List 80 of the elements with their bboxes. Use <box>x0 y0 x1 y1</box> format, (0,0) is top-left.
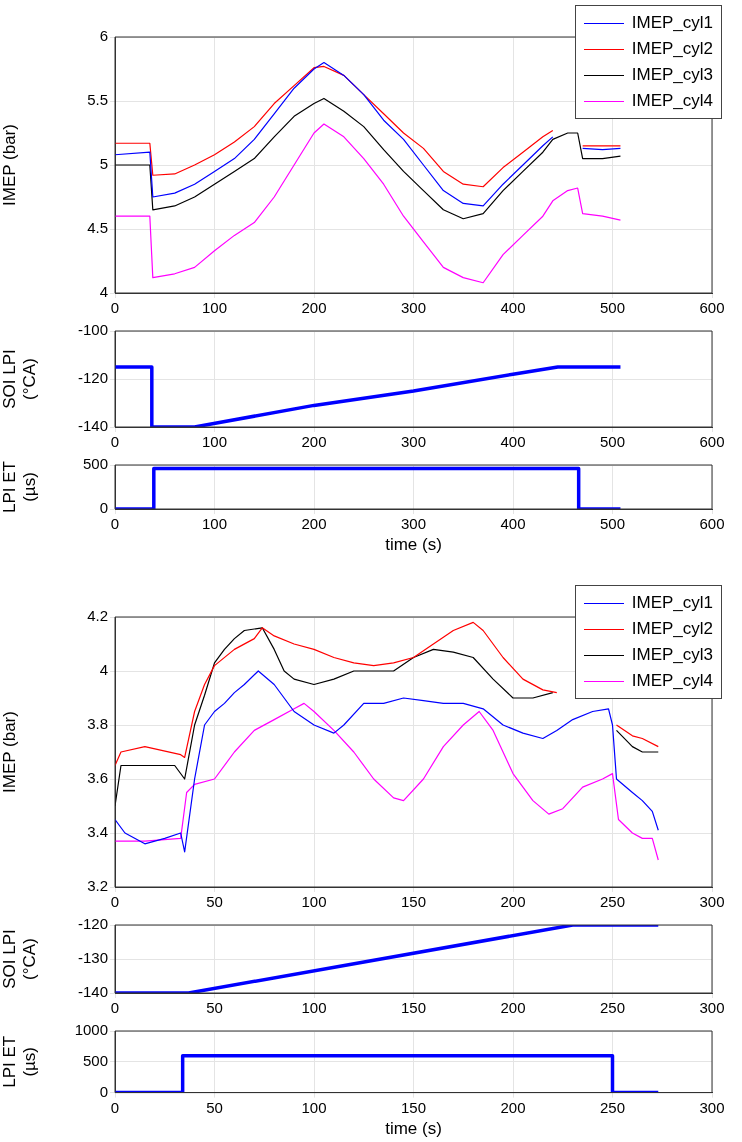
y-tick-label: 6 <box>99 27 108 45</box>
x-tick-label: 0 <box>110 299 120 317</box>
x-tick-label: 200 <box>301 515 327 533</box>
y-axis-title: SOI LPI (°CA) <box>0 349 40 409</box>
y-tick-label: 5 <box>99 155 108 173</box>
legend-label: IMEP_cyl4 <box>631 91 713 111</box>
x-tick-label: 250 <box>599 1098 626 1116</box>
x-tick-label: 200 <box>500 893 526 911</box>
y-tick-label: 500 <box>82 455 108 473</box>
x-tick-label: 100 <box>201 299 228 317</box>
x-tick-label: 0 <box>110 999 120 1017</box>
legend-label: IMEP_cyl3 <box>631 645 713 665</box>
y-tick-label: 0 <box>99 1082 108 1100</box>
y-tick-label: -100 <box>77 321 108 339</box>
x-tick-label: 400 <box>500 299 526 317</box>
x-tick-label: 500 <box>599 433 626 451</box>
x-tick-label: 600 <box>699 515 725 533</box>
x-tick-label: 50 <box>206 999 223 1017</box>
x-tick-label: 150 <box>400 1098 427 1116</box>
y-axis-title: IMEP (bar) <box>0 711 19 793</box>
y-tick-label: 4 <box>99 661 108 679</box>
x-axis-title: time (s) <box>385 535 442 555</box>
x-tick-label: 100 <box>201 433 228 451</box>
x-tick-label: 300 <box>699 1098 725 1116</box>
x-tick-label: 0 <box>110 433 120 451</box>
x-tick-label: 200 <box>301 433 327 451</box>
x-tick-label: 100 <box>301 999 327 1017</box>
y-tick-label: 3.2 <box>87 877 108 895</box>
x-tick-label: 150 <box>400 893 427 911</box>
x-tick-label: 500 <box>599 299 626 317</box>
y-tick-label: 3.6 <box>87 769 108 787</box>
x-tick-label: 600 <box>699 433 725 451</box>
y-tick-label: 3.8 <box>87 715 108 733</box>
x-tick-label: 50 <box>206 893 223 911</box>
y-axis-title: LPI ET (µs) <box>0 1035 40 1088</box>
x-tick-label: 200 <box>500 999 526 1017</box>
y-tick-label: -130 <box>77 949 108 967</box>
x-tick-label: 250 <box>599 893 626 911</box>
x-tick-label: 300 <box>400 515 427 533</box>
x-tick-label: 0 <box>110 893 120 911</box>
legend-label: IMEP_cyl1 <box>631 593 713 613</box>
x-tick-label: 300 <box>699 999 725 1017</box>
y-tick-label: 1000 <box>74 1021 108 1039</box>
legend-label: IMEP_cyl2 <box>631 619 713 639</box>
legend-label: IMEP_cyl3 <box>631 65 713 85</box>
x-tick-label: 200 <box>301 299 327 317</box>
y-tick-label: -120 <box>77 915 108 933</box>
x-tick-label: 200 <box>500 1098 526 1116</box>
y-tick-label: 4.5 <box>87 219 108 237</box>
x-tick-label: 400 <box>500 515 526 533</box>
x-tick-label: 0 <box>110 515 120 533</box>
y-tick-label: 4.2 <box>87 607 108 625</box>
legend-label: IMEP_cyl4 <box>631 671 713 691</box>
y-tick-label: 0 <box>99 499 108 517</box>
x-tick-label: 250 <box>599 999 626 1017</box>
x-tick-label: 300 <box>400 433 427 451</box>
x-tick-label: 100 <box>301 1098 327 1116</box>
y-tick-label: -140 <box>77 983 108 1001</box>
x-tick-label: 300 <box>699 893 725 911</box>
x-tick-label: 50 <box>206 1098 223 1116</box>
x-tick-label: 0 <box>110 1098 120 1116</box>
y-tick-label: 500 <box>82 1051 108 1069</box>
legend-label: IMEP_cyl1 <box>631 13 713 33</box>
x-tick-label: 150 <box>400 999 427 1017</box>
y-tick-label: 5.5 <box>87 91 108 109</box>
x-axis-title: time (s) <box>385 1119 442 1139</box>
y-axis-title: SOI LPI (°CA) <box>0 929 40 989</box>
y-tick-label: -120 <box>77 369 108 387</box>
x-tick-label: 100 <box>201 515 228 533</box>
y-tick-label: 3.4 <box>87 823 108 841</box>
y-axis-title: IMEP (bar) <box>0 124 19 206</box>
y-axis-title: LPI ET (µs) <box>0 461 40 513</box>
x-tick-label: 600 <box>699 299 725 317</box>
y-tick-label: -140 <box>77 417 108 435</box>
legend-label: IMEP_cyl2 <box>631 39 713 59</box>
y-tick-label: 4 <box>99 283 108 301</box>
x-tick-label: 100 <box>301 893 327 911</box>
x-tick-label: 500 <box>599 515 626 533</box>
x-tick-label: 300 <box>400 299 427 317</box>
x-tick-label: 400 <box>500 433 526 451</box>
